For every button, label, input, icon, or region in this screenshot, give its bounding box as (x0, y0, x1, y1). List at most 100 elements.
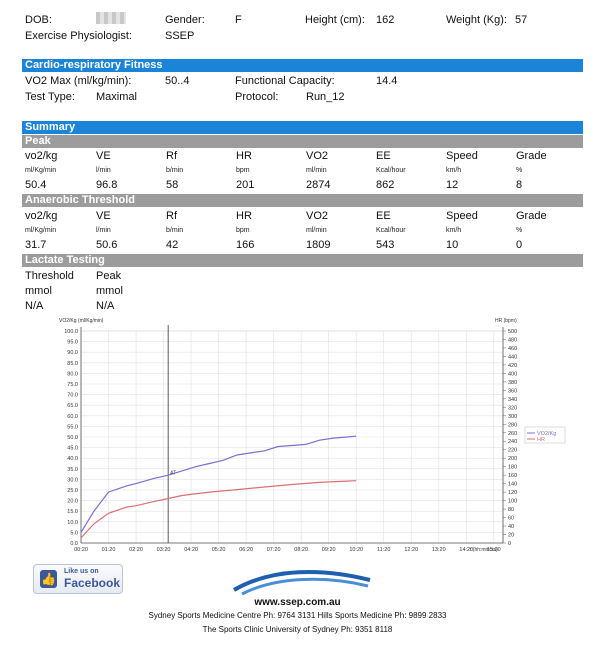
table-header-cell: VO2 (306, 210, 329, 222)
weight-label: Weight (Kg): (446, 14, 507, 26)
y2-tick-label: 180 (508, 465, 517, 471)
protocol-label: Protocol: (235, 91, 279, 103)
value-cell: 1809 (306, 239, 331, 251)
table-header-cell: Rf (166, 150, 177, 162)
table-header-cell: EE (376, 210, 391, 222)
unit-cell: b/min (166, 227, 184, 234)
y2-tick-label: 500 (508, 329, 517, 335)
y-tick-label: 25.0 (67, 488, 78, 494)
unit-cell: l/min (96, 227, 111, 234)
y2-tick-label: 280 (508, 422, 517, 428)
lactate-threshold-unit: mmol (25, 285, 52, 297)
y-tick-label: 5.0 (70, 530, 78, 536)
x-tick-label: 09:20 (322, 547, 336, 553)
gender-value: F (235, 14, 242, 26)
y2-tick-label: 100 (508, 499, 517, 505)
vo2max-value: 50..4 (165, 75, 190, 87)
table-header-cell: HR (236, 210, 252, 222)
y-tick-label: 60.0 (67, 414, 78, 420)
y2-tick-label: 160 (508, 473, 517, 479)
summary-section-header: Summary (22, 121, 583, 134)
x-tick-label: 03:20 (157, 547, 171, 553)
value-cell: 31.7 (25, 239, 47, 251)
x-tick-label: 14:20 (459, 547, 473, 553)
unit-cell: ml/min (306, 167, 327, 174)
y2-tick-label: 80 (508, 507, 514, 513)
y-axis-label: VO2/Kg (ml/Kg/min) (59, 318, 104, 324)
y2-axis-label: HR (bpm) (495, 318, 517, 324)
functional-capacity-value: 14.4 (376, 75, 398, 87)
legend-entry: HR (537, 437, 545, 443)
y-tick-label: 75.0 (67, 382, 78, 388)
table-header-cell: vo2/kg (25, 210, 58, 222)
y2-tick-label: 300 (508, 414, 517, 420)
x-tick-label: 12:20 (404, 547, 418, 553)
footer-line-2: The Sports Clinic University of Sydney P… (202, 625, 393, 634)
legend-box (524, 426, 566, 444)
y-tick-label: 85.0 (67, 361, 78, 367)
x-tick-label: 05:20 (212, 547, 226, 553)
plot-area (80, 330, 504, 544)
x-tick-label: 01:20 (102, 547, 116, 553)
y-tick-label: 35.0 (67, 467, 78, 473)
y-tick-label: 80.0 (67, 371, 78, 377)
table-header-cell: VE (96, 210, 111, 222)
table-header-cell: Grade (516, 150, 547, 162)
table-header-cell: Rf (166, 210, 177, 222)
threshold-marker-label: AT (170, 471, 176, 477)
x-tick-label: 07:20 (267, 547, 281, 553)
y-tick-label: 10.0 (67, 520, 78, 526)
value-cell: 0 (516, 239, 523, 251)
y2-tick-label: 140 (508, 482, 517, 488)
x-tick-label: 02:20 (129, 547, 143, 553)
y2-tick-label: 200 (508, 456, 517, 462)
unit-cell: ml/Kg/min (25, 167, 57, 174)
unit-cell: Kcal/hour (376, 167, 406, 174)
facebook-like-small-text: Like us on (64, 568, 99, 575)
x-tick-label: 08:20 (294, 547, 308, 553)
value-cell: 2874 (306, 179, 331, 191)
y2-tick-label: 0 (508, 541, 511, 547)
y2-tick-label: 340 (508, 397, 517, 403)
footer-url[interactable]: www.ssep.com.au (254, 597, 341, 608)
value-cell: 10 (446, 239, 459, 251)
y2-tick-label: 60 (508, 516, 514, 522)
test-type-label: Test Type: (25, 91, 75, 103)
y2-tick-label: 260 (508, 431, 517, 437)
y-tick-label: 90.0 (67, 350, 78, 356)
x-tick-label: 06:20 (239, 547, 253, 553)
table-header-cell: HR (236, 150, 252, 162)
x-tick-label: 04:20 (184, 547, 198, 553)
x-tick-label: 00:20 (74, 547, 88, 553)
vo2max-label: VO2 Max (ml/kg/min): (25, 75, 132, 87)
physiologist-value: SSEP (165, 30, 195, 42)
y2-tick-label: 40 (508, 524, 514, 530)
lactate-threshold-value: N/A (25, 300, 44, 312)
footer-line-1: Sydney Sports Medicine Centre Ph: 9764 3… (148, 611, 447, 620)
thumbs-up-icon: 👍 (40, 570, 57, 588)
y2-tick-label: 460 (508, 346, 517, 352)
y-tick-label: 95.0 (67, 340, 78, 346)
x-tick-label: 15:20 (487, 547, 501, 553)
value-cell: 50.6 (96, 239, 118, 251)
test-type-value: Maximal (96, 91, 137, 103)
table-header-cell: Speed (446, 210, 478, 222)
facebook-like-button[interactable]: 👍 Like us on Facebook (33, 564, 123, 594)
value-cell: 96.8 (96, 179, 118, 191)
functional-capacity-label: Functional Capacity: (235, 75, 335, 87)
gender-label: Gender: (165, 14, 205, 26)
y2-tick-label: 360 (508, 388, 517, 394)
ssep-logo-waves (232, 569, 371, 596)
dob-label: DOB: (25, 14, 52, 26)
series-line-hr (80, 480, 357, 539)
y-tick-label: 20.0 (67, 499, 78, 505)
table-header-cell: VO2 (306, 150, 329, 162)
peak-section-header: Peak (22, 135, 583, 148)
threshold-section-header: Anaerobic Threshold (22, 194, 583, 207)
y-tick-label: 40.0 (67, 456, 78, 462)
unit-cell: bpm (236, 227, 250, 234)
unit-cell: Kcal/hour (376, 227, 406, 234)
y2-tick-label: 380 (508, 380, 517, 386)
table-header-cell: Grade (516, 210, 547, 222)
